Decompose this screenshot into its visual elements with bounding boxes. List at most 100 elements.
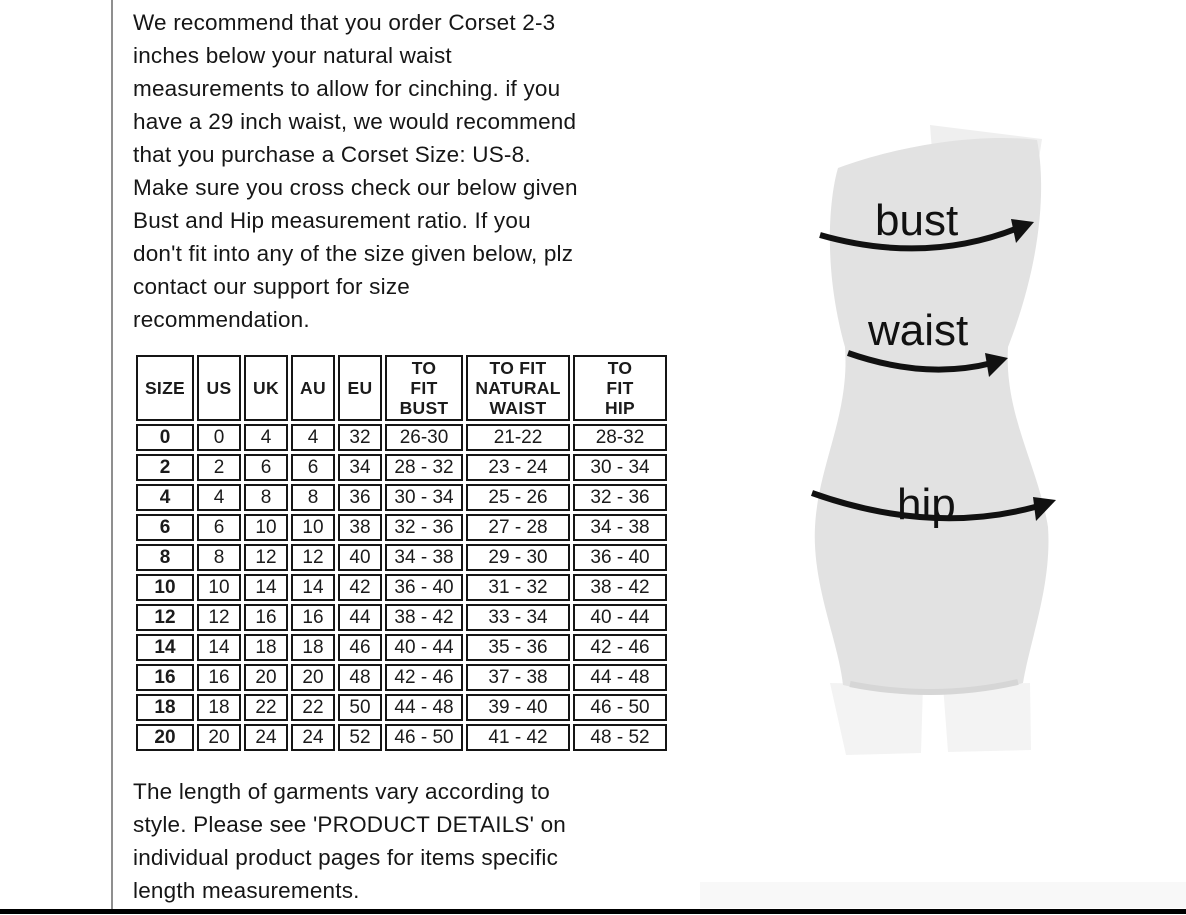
- measurement-cell: 40: [338, 544, 382, 571]
- measurement-cell: 16: [197, 664, 241, 691]
- measurement-cell: 33 - 34: [466, 604, 570, 631]
- measurement-cell: 12: [244, 544, 288, 571]
- measurement-cell: 32 - 36: [573, 484, 667, 511]
- measurement-cell: 42 - 46: [573, 634, 667, 661]
- measurement-cell: 10: [291, 514, 335, 541]
- measurement-cell: 30 - 34: [385, 484, 463, 511]
- column-header: TO FIT NATURAL WAIST: [466, 355, 570, 421]
- measurement-cell: 40 - 44: [385, 634, 463, 661]
- column-header: UK: [244, 355, 288, 421]
- bust-label: bust: [875, 196, 958, 245]
- measurement-cell: 26-30: [385, 424, 463, 451]
- measurement-cell: 0: [197, 424, 241, 451]
- measurement-cell: 4: [197, 484, 241, 511]
- measurement-cell: 52: [338, 724, 382, 751]
- measurement-cell: 10: [244, 514, 288, 541]
- measurement-cell: 37 - 38: [466, 664, 570, 691]
- measurement-cell: 48 - 52: [573, 724, 667, 751]
- page-divider-line: [0, 909, 1186, 914]
- size-cell: 12: [136, 604, 194, 631]
- size-cell: 20: [136, 724, 194, 751]
- mannequin-diagram: bust waist hip: [810, 125, 1056, 755]
- measurement-cell: 20: [197, 724, 241, 751]
- measurement-cell: 14: [197, 634, 241, 661]
- measurement-cell: 46: [338, 634, 382, 661]
- waist-label: waist: [867, 306, 968, 355]
- measurement-cell: 8: [197, 544, 241, 571]
- table-row: 2 2 6 6 34 28 - 32 23 - 24 30 - 34: [136, 454, 667, 481]
- measurement-cell: 18: [197, 694, 241, 721]
- hip-arrowhead-icon: [1033, 497, 1056, 521]
- table-row: 8 8 12 12 40 34 - 38 29 - 30 36 - 40: [136, 544, 667, 571]
- measurement-cell: 42 - 46: [385, 664, 463, 691]
- measurement-cell: 8: [244, 484, 288, 511]
- measurement-cell: 8: [291, 484, 335, 511]
- measurement-cell: 14: [291, 574, 335, 601]
- size-cell: 0: [136, 424, 194, 451]
- measurement-cell: 34 - 38: [385, 544, 463, 571]
- measurement-cell: 23 - 24: [466, 454, 570, 481]
- measurement-cell: 20: [244, 664, 288, 691]
- measurement-cell: 31 - 32: [466, 574, 570, 601]
- table-row: 0 0 4 4 32 26-30 21-22 28-32: [136, 424, 667, 451]
- size-table-head: SIZE US UK AU EU TO FIT BUST TO FIT NATURAL WA…: [136, 355, 667, 421]
- measurement-cell: 36 - 40: [573, 544, 667, 571]
- measurement-cell: 18: [244, 634, 288, 661]
- measurement-cell: 12: [291, 544, 335, 571]
- measurement-cell: 21-22: [466, 424, 570, 451]
- measurement-cell: 24: [291, 724, 335, 751]
- measurement-cell: 32 - 36: [385, 514, 463, 541]
- measurement-cell: 50: [338, 694, 382, 721]
- table-row: 14 14 18 18 46 40 - 44 35 - 36 42 - 46: [136, 634, 667, 661]
- column-header: TO FIT BUST: [385, 355, 463, 421]
- measurement-cell: 29 - 30: [466, 544, 570, 571]
- column-header: US: [197, 355, 241, 421]
- measurement-cell: 28-32: [573, 424, 667, 451]
- hip-label: hip: [897, 480, 956, 529]
- measurement-cell: 28 - 32: [385, 454, 463, 481]
- size-cell: 10: [136, 574, 194, 601]
- measurement-cell: 40 - 44: [573, 604, 667, 631]
- measurement-cell: 38 - 42: [573, 574, 667, 601]
- measurement-cell: 6: [244, 454, 288, 481]
- size-cell: 2: [136, 454, 194, 481]
- size-cell: 8: [136, 544, 194, 571]
- column-header: TO FIT HIP: [573, 355, 667, 421]
- measurement-cell: 48: [338, 664, 382, 691]
- hip-arrow: [810, 490, 1036, 522]
- table-row: 20 20 24 24 52 46 - 50 41 - 42 48 - 52: [136, 724, 667, 751]
- size-cell: 16: [136, 664, 194, 691]
- measurement-cell: 6: [291, 454, 335, 481]
- measurement-cell: 36 - 40: [385, 574, 463, 601]
- measurement-cell: 16: [244, 604, 288, 631]
- table-row: 18 18 22 22 50 44 - 48 39 - 40 46 - 50: [136, 694, 667, 721]
- measurement-cell: 41 - 42: [466, 724, 570, 751]
- size-cell: 14: [136, 634, 194, 661]
- measurement-cell: 10: [197, 574, 241, 601]
- measurement-cell: 34 - 38: [573, 514, 667, 541]
- bust-arrowhead-icon: [1011, 219, 1034, 243]
- measurement-cell: 18: [291, 634, 335, 661]
- measurement-cell: 22: [291, 694, 335, 721]
- measurement-cell: 39 - 40: [466, 694, 570, 721]
- measurement-cell: 32: [338, 424, 382, 451]
- measurement-cell: 34: [338, 454, 382, 481]
- measurement-cell: 44 - 48: [385, 694, 463, 721]
- bottom-band: [700, 882, 1186, 908]
- size-cell: 4: [136, 484, 194, 511]
- measurement-cell: 46 - 50: [573, 694, 667, 721]
- measurement-cell: 6: [197, 514, 241, 541]
- body-silhouette: [814, 138, 1049, 695]
- table-row: 16 16 20 20 48 42 - 46 37 - 38 44 - 48: [136, 664, 667, 691]
- measurement-cell: 42: [338, 574, 382, 601]
- measurement-cell: 36: [338, 484, 382, 511]
- right-leg: [943, 683, 1031, 752]
- column-header: AU: [291, 355, 335, 421]
- measurement-cell: 22: [244, 694, 288, 721]
- size-cell: 6: [136, 514, 194, 541]
- measurement-cell: 20: [291, 664, 335, 691]
- column-header: EU: [338, 355, 382, 421]
- measurement-cell: 30 - 34: [573, 454, 667, 481]
- measurement-cell: 12: [197, 604, 241, 631]
- measurement-cell: 2: [197, 454, 241, 481]
